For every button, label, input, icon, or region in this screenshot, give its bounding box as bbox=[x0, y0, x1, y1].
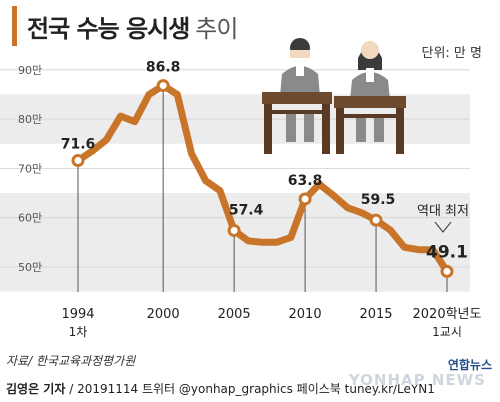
title-accent-bar bbox=[12, 6, 17, 46]
yonhap-watermark: YONHAP NEWS bbox=[348, 371, 486, 389]
x-tick-label: 2015 bbox=[359, 307, 392, 322]
credit-details: / 20191114 트위터 @yonhap_graphics 페이스북 tun… bbox=[69, 382, 435, 396]
title-block: 전국 수능 응시생 추이 bbox=[12, 6, 238, 46]
x-tick-label: 2005 bbox=[218, 307, 251, 322]
data-point-marker bbox=[227, 224, 241, 238]
y-axis-ticks: 50만 60만 70만 80만 90만 bbox=[0, 64, 470, 274]
x-axis-ticks: 1994 1차 2000 2005 2010 2015 2020학년도 1교시 bbox=[61, 307, 481, 339]
series-line bbox=[74, 82, 451, 275]
y-tick-label: 60만 bbox=[18, 212, 42, 225]
x-tick-label: 2000 bbox=[147, 307, 180, 322]
data-label: 57.4 bbox=[229, 203, 264, 219]
data-point-marker bbox=[440, 264, 454, 278]
annotation-group: 역대 최저 bbox=[417, 204, 469, 233]
data-label: 49.1 bbox=[426, 242, 468, 262]
y-tick-label: 80만 bbox=[18, 113, 42, 126]
x-tick-label: 2010 bbox=[289, 307, 322, 322]
annotation-label: 역대 최저 bbox=[417, 204, 469, 219]
data-label: 86.8 bbox=[146, 60, 181, 76]
data-label: 59.5 bbox=[361, 192, 396, 208]
data-label: 63.8 bbox=[288, 173, 323, 189]
x-tick-label: 1994 bbox=[61, 307, 94, 322]
data-label: 71.6 bbox=[61, 137, 96, 153]
annotation-pointer bbox=[434, 221, 452, 233]
source-note: 자료/ 한국교육과정평가원 bbox=[6, 354, 136, 368]
y-tick-label: 50만 bbox=[18, 261, 42, 274]
chart-title-suffix: 추이 bbox=[195, 14, 238, 43]
data-point-marker bbox=[369, 213, 383, 227]
data-labels: 71.6 86.8 57.4 63.8 59.5 49.1 bbox=[61, 60, 468, 263]
students-illustration-icon bbox=[262, 38, 406, 154]
data-point-marker bbox=[156, 79, 170, 93]
unit-label: 단위: 만 명 bbox=[421, 46, 483, 61]
credit-author: 김영은 기자 bbox=[6, 382, 66, 396]
y-tick-label: 90만 bbox=[18, 64, 42, 77]
x-tick-sublabel: 1차 bbox=[69, 325, 88, 339]
x-tick-sublabel: 1교시 bbox=[432, 325, 462, 339]
data-markers bbox=[71, 79, 454, 278]
x-tick-label: 2020학년도 bbox=[413, 307, 482, 322]
chart-title: 전국 수능 응시생 bbox=[27, 14, 190, 43]
yonhap-logo: 연합뉴스 bbox=[447, 358, 492, 372]
credit-line: 김영은 기자 / 20191114 트위터 @yonhap_graphics 페… bbox=[6, 380, 435, 397]
y-tick-label: 70만 bbox=[18, 162, 42, 175]
data-point-marker bbox=[298, 192, 312, 206]
vertical-guide-lines bbox=[77, 85, 448, 292]
data-point-marker bbox=[71, 154, 85, 168]
